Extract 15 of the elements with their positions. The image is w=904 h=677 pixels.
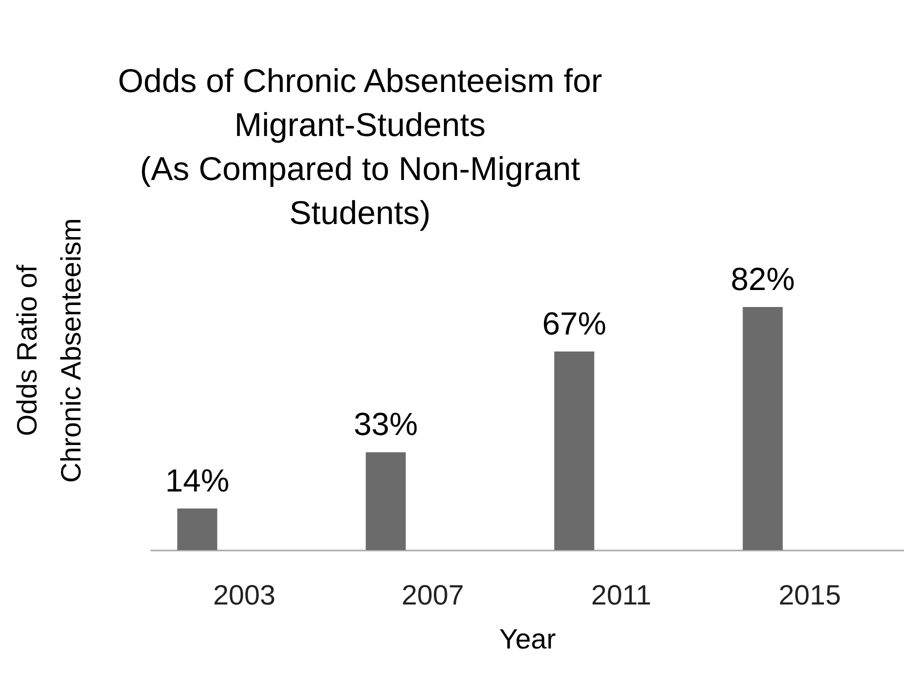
x-tick-label: 2007 bbox=[402, 580, 464, 610]
data-label: 14% bbox=[165, 462, 230, 499]
x-axis-title: Year bbox=[499, 624, 556, 654]
data-label: 67% bbox=[542, 305, 606, 342]
x-tick-label: 2015 bbox=[778, 580, 841, 610]
bar bbox=[177, 508, 218, 550]
bar bbox=[366, 452, 406, 550]
x-tick-label: 2011 bbox=[591, 580, 652, 610]
data-label: 82% bbox=[730, 261, 795, 297]
y-axis-title: Odds Ratio of Chronic Absenteeism bbox=[12, 218, 86, 483]
x-tick-label: 2003 bbox=[213, 580, 276, 610]
bar bbox=[742, 307, 783, 550]
data-label: 33% bbox=[354, 406, 418, 442]
chart-title: Odds of Chronic Absenteeism for Migrant-Students (As Compared to Non-Migrant Students) bbox=[118, 62, 602, 231]
bar bbox=[554, 351, 594, 550]
